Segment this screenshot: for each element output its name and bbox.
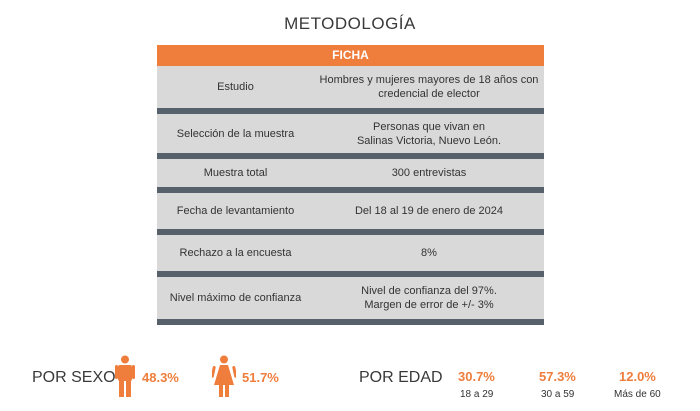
ficha-row-label: Estudio xyxy=(217,81,254,93)
ficha-row-confianza: Nivel máximo de confianza Nivel de confi… xyxy=(157,277,544,325)
ficha-row-label: Fecha de levantamiento xyxy=(176,205,295,217)
age-pct-30-59: 57.3% xyxy=(539,369,576,384)
ficha-row-muestra: Muestra total 300 entrevistas xyxy=(157,159,544,193)
male-pct: 48.3% xyxy=(142,370,179,385)
ficha-row-value: Nivel de confianza del 97%. Margen de er… xyxy=(361,285,497,311)
demographics: POR SEXO 48.3% 51.7% POR EDAD 30.7% 18 a… xyxy=(0,355,700,411)
female-pct: 51.7% xyxy=(242,370,279,385)
female-icon xyxy=(212,355,236,397)
ficha-row-value: 300 entrevistas xyxy=(391,167,467,179)
ficha-row-fecha: Fecha de levantamiento Del 18 al 19 de e… xyxy=(157,193,544,235)
ficha-row-label: Muestra total xyxy=(203,167,268,179)
ficha-row-label: Nivel máximo de confianza xyxy=(169,292,302,304)
age-pct-60-plus: 12.0% xyxy=(619,369,656,384)
male-icon xyxy=(115,355,135,397)
sexo-label: POR SEXO xyxy=(32,369,116,386)
ficha-table: FICHA Estudio Hombres y mujeres mayores … xyxy=(157,45,544,325)
ficha-row-seleccion: Selección de la muestra Personas que viv… xyxy=(157,114,544,159)
ficha-row-value: Hombres y mujeres mayores de 18 años con… xyxy=(319,74,539,100)
ficha-row-label: Selección de la muestra xyxy=(176,127,295,140)
ficha-header: FICHA xyxy=(157,45,544,66)
age-range-60-plus: Más de 60 xyxy=(614,389,661,400)
ficha-row-value: Personas que vivan en Salinas Victoria, … xyxy=(356,120,502,147)
age-range-18-29: 18 a 29 xyxy=(460,389,494,400)
ficha-row-rechazo: Rechazo a la encuesta 8% xyxy=(157,235,544,277)
ficha-row-label: Rechazo a la encuesta xyxy=(179,247,292,259)
ficha-row-value: Del 18 al 19 de enero de 2024 xyxy=(354,205,503,217)
ficha-row-estudio: Estudio Hombres y mujeres mayores de 18 … xyxy=(157,66,544,114)
page-title: METODOLOGÍA xyxy=(284,14,416,33)
age-pct-18-29: 30.7% xyxy=(458,369,495,384)
age-range-30-59: 30 a 59 xyxy=(541,389,575,400)
edad-label: POR EDAD xyxy=(359,369,443,386)
ficha-row-value: 8% xyxy=(421,247,437,259)
